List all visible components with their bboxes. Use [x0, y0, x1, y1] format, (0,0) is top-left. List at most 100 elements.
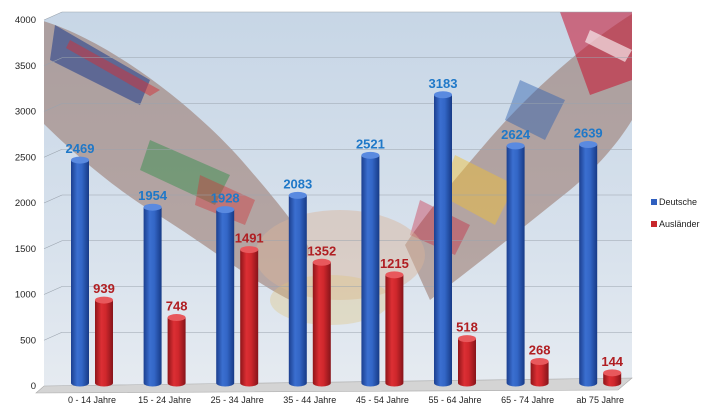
bar-body	[288, 195, 307, 387]
bar-auslaender	[458, 335, 476, 387]
gridline-diag	[43, 57, 63, 67]
bar-body	[95, 300, 113, 387]
bar-top	[288, 191, 307, 199]
bar-top	[458, 335, 476, 343]
bar-top	[385, 271, 404, 279]
bar-top	[579, 141, 598, 149]
y-tick-label: 3500	[15, 61, 36, 72]
bar-top	[143, 203, 162, 211]
bar-top	[434, 91, 452, 99]
legend-item-deutsche: Deutsche	[651, 191, 700, 213]
x-tick-label: 35 - 44 Jahre	[283, 395, 336, 405]
bar-top	[216, 206, 235, 214]
y-tick-label: 4000	[15, 15, 36, 26]
bar-top	[603, 369, 622, 377]
bar-body	[240, 249, 259, 387]
gridline-diag	[43, 331, 63, 341]
bar-auslaender	[530, 357, 549, 387]
gridline-diag	[43, 11, 63, 21]
x-axis-ticks: 0 - 14 Jahre 15 - 24 Jahre 25 - 34 Jahre 35…	[68, 395, 624, 405]
data-label-deutsche: 2624	[501, 127, 531, 142]
bar-deutsche	[71, 156, 89, 387]
legend-label-auslaender: Ausländer	[659, 219, 700, 229]
bar-deutsche	[288, 191, 307, 387]
data-label-deutsche: 1928	[211, 191, 240, 206]
bar-top	[167, 314, 186, 322]
y-tick-label: 2000	[15, 198, 36, 209]
bar-body	[434, 94, 452, 387]
bar-body	[603, 372, 622, 387]
y-tick-label: 500	[20, 335, 36, 346]
bar-deutsche	[216, 206, 235, 387]
bars	[71, 91, 622, 387]
data-label-auslaender: 748	[166, 299, 188, 314]
bar-top	[530, 357, 549, 365]
gridline-diag	[43, 103, 63, 112]
data-label-auslaender: 1491	[235, 231, 264, 246]
bar-deutsche	[506, 142, 525, 387]
bar-body	[71, 160, 89, 387]
y-tick-label: 3000	[15, 107, 36, 118]
bar-top	[71, 156, 89, 164]
data-labels: 2469 939 1954 748 1928 1491 2083 1352 2521 1215 31…	[66, 76, 624, 369]
y-tick-label: 1500	[15, 244, 36, 255]
x-tick-label: 65 - 74 Jahre	[501, 395, 554, 405]
bar-auslaender	[95, 296, 113, 387]
legend-label-deutsche: Deutsche	[659, 197, 698, 207]
bar-top	[506, 142, 525, 150]
data-label-auslaender: 268	[529, 342, 551, 357]
x-tick-label: 55 - 64 Jahre	[428, 395, 481, 405]
data-label-auslaender: 939	[93, 281, 115, 296]
bar-deutsche	[579, 141, 598, 387]
data-label-deutsche: 2521	[356, 136, 385, 151]
gridline-diag	[43, 240, 63, 250]
bar-auslaender	[240, 246, 259, 387]
bar-body	[167, 317, 186, 387]
data-label-deutsche: 2639	[574, 126, 603, 141]
bar-deutsche	[143, 203, 162, 387]
x-tick-label: 15 - 24 Jahre	[138, 395, 191, 405]
data-label-auslaender: 1215	[380, 256, 409, 271]
bar-top	[240, 246, 259, 254]
bar-body	[579, 144, 598, 387]
y-tick-label: 0	[31, 381, 36, 392]
x-tick-label: ab 75 Jahre	[576, 395, 624, 405]
bar-auslaender	[312, 258, 331, 387]
y-tick-label: 1000	[15, 290, 36, 301]
data-label-auslaender: 518	[456, 320, 478, 335]
bar-body	[530, 361, 549, 387]
bar-body	[312, 262, 331, 387]
bar-body	[458, 338, 476, 387]
data-label-deutsche: 1954	[138, 188, 168, 203]
bar-top	[95, 296, 113, 304]
data-label-deutsche: 2083	[283, 176, 312, 191]
grid-lines	[43, 11, 632, 341]
bar-body	[216, 209, 235, 387]
plot-background	[44, 12, 632, 386]
x-tick-label: 25 - 34 Jahre	[211, 395, 264, 405]
bar-body	[506, 145, 525, 387]
bar-deutsche	[434, 91, 452, 387]
bar-body	[361, 155, 380, 387]
bar-deutsche	[361, 151, 380, 387]
bar-body	[385, 274, 404, 387]
data-label-deutsche: 3183	[429, 76, 458, 91]
data-label-deutsche: 2469	[66, 141, 95, 156]
bar-body	[143, 207, 162, 387]
legend-item-auslaender: Ausländer	[651, 213, 700, 235]
y-tick-label: 2500	[15, 152, 36, 163]
bar-top	[361, 151, 380, 159]
legend: Deutsche Ausländer	[651, 191, 700, 235]
data-label-auslaender: 144	[601, 354, 623, 369]
legend-swatch-deutsche	[651, 199, 657, 205]
bar-auslaender	[603, 369, 622, 387]
bar-auslaender	[167, 314, 186, 387]
bar-auslaender	[385, 271, 404, 387]
x-tick-label: 45 - 54 Jahre	[356, 395, 409, 405]
y-axis-ticks: 0 500 1000 1500 2000 2500 3000 3500 4000	[15, 15, 36, 392]
gridline-diag	[43, 286, 63, 295]
x-tick-label: 0 - 14 Jahre	[68, 395, 116, 405]
legend-swatch-auslaender	[651, 221, 657, 227]
